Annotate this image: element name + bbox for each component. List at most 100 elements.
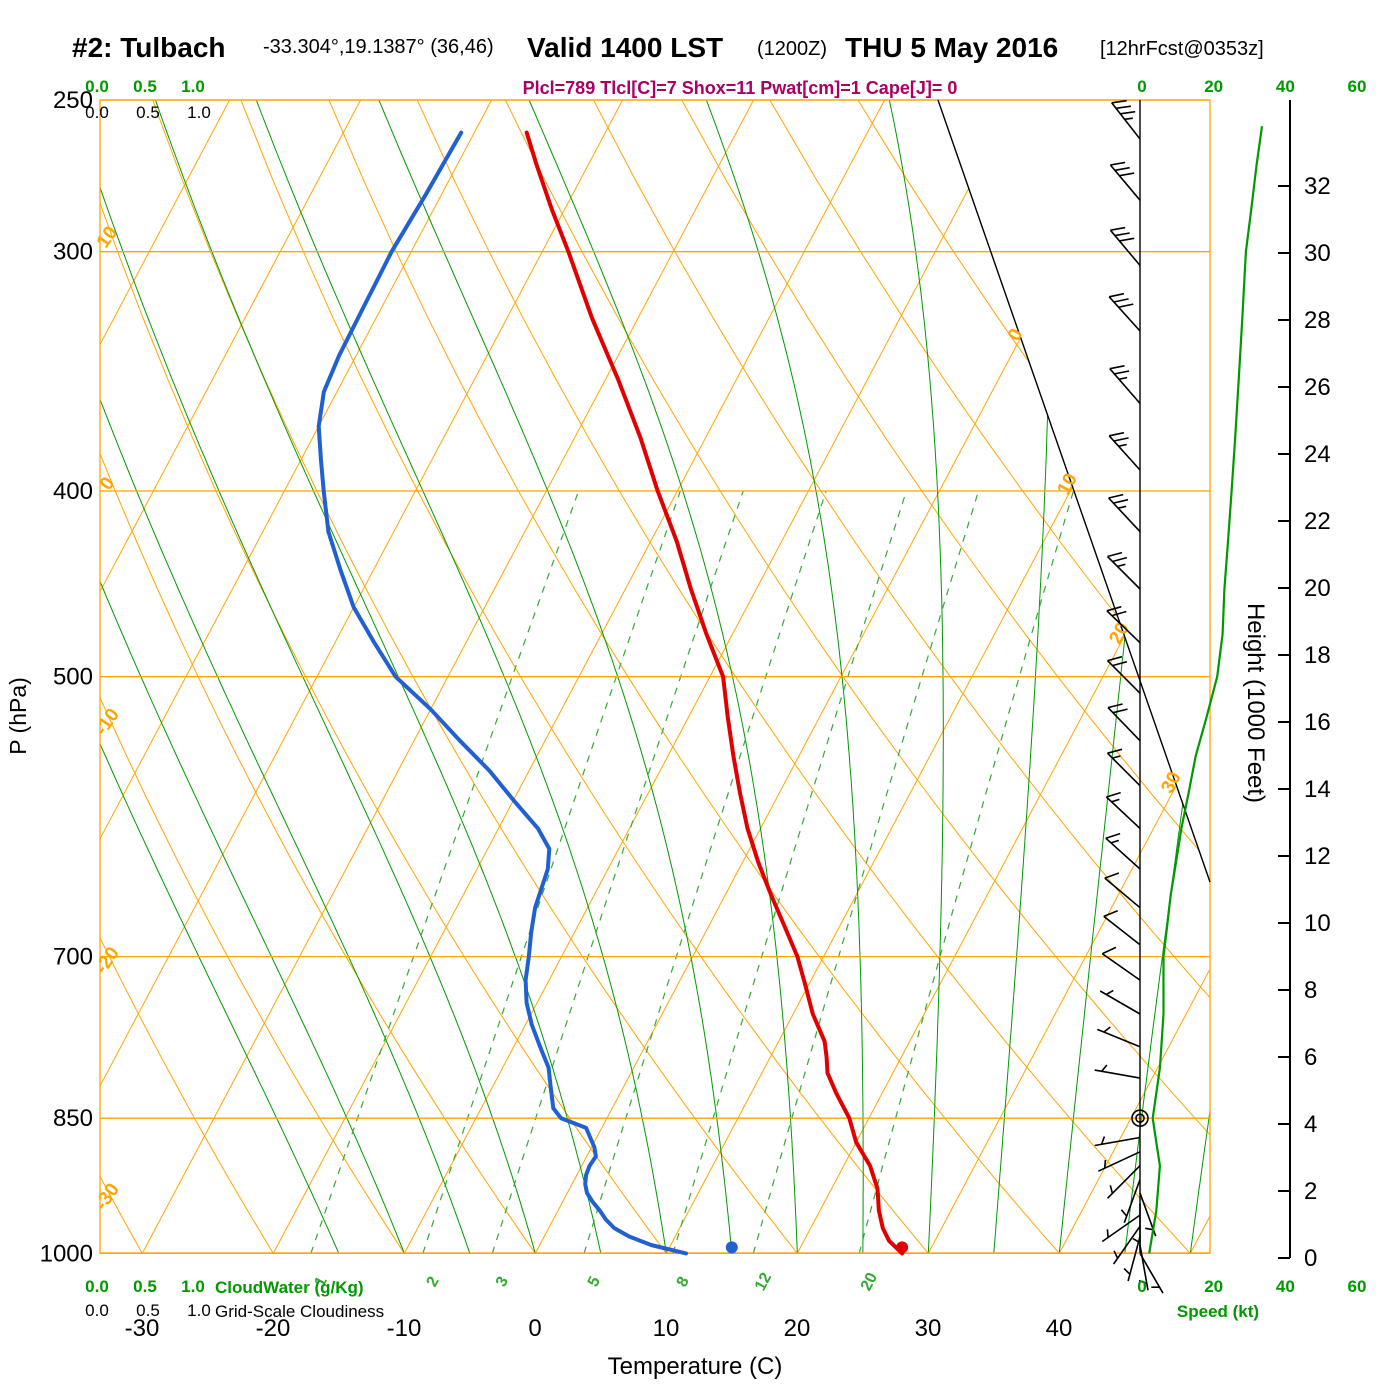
svg-text:400: 400 — [53, 478, 93, 505]
wind-barbs — [1094, 99, 1164, 1294]
station-coords: -33.304°,19.1387° (36,46) — [263, 36, 494, 58]
svg-text:20: 20 — [784, 1315, 811, 1342]
svg-text:60: 60 — [1348, 77, 1367, 96]
surface-temperature-dot — [896, 1241, 909, 1254]
isobars — [99, 99, 1211, 1255]
svg-text:60: 60 — [1348, 1277, 1367, 1296]
cloudiness-scale-top: 0.0 0.5 1.0 — [85, 103, 211, 122]
svg-text:40: 40 — [1276, 77, 1295, 96]
svg-text:0.5: 0.5 — [136, 103, 160, 122]
svg-text:0: 0 — [1137, 1277, 1146, 1296]
svg-text:16: 16 — [1304, 709, 1331, 736]
temperature-curve — [524, 130, 905, 1256]
forecast-tag: [12hrFcst@0353z] — [1100, 38, 1264, 60]
svg-text:300: 300 — [53, 239, 93, 266]
svg-text:20: 20 — [1304, 575, 1331, 602]
svg-text:-30: -30 — [91, 1180, 124, 1215]
svg-text:0.0: 0.0 — [85, 1301, 109, 1320]
svg-text:0: 0 — [528, 1315, 541, 1342]
cloudwater-legend: CloudWater (g/Kg) — [215, 1278, 364, 1297]
svg-text:500: 500 — [53, 664, 93, 691]
svg-text:0: 0 — [1304, 1245, 1317, 1272]
svg-text:-20: -20 — [91, 943, 124, 978]
svg-text:1.0: 1.0 — [187, 1301, 211, 1320]
mixing-ratio-lines — [310, 490, 1074, 1253]
svg-text:5: 5 — [585, 1274, 604, 1290]
svg-text:-10: -10 — [91, 705, 124, 740]
svg-text:10: 10 — [1054, 470, 1082, 499]
svg-text:20: 20 — [1204, 1277, 1223, 1296]
svg-text:1000: 1000 — [40, 1240, 93, 1267]
svg-text:0: 0 — [1137, 77, 1146, 96]
svg-text:0.0: 0.0 — [85, 1277, 109, 1296]
svg-text:0: 0 — [1004, 325, 1028, 344]
plot-boundary — [937, 99, 1211, 1253]
gridscale-legend: Grid-Scale Cloudiness — [215, 1302, 384, 1321]
svg-text:2: 2 — [424, 1274, 443, 1290]
svg-text:0.5: 0.5 — [133, 77, 157, 96]
svg-text:8: 8 — [674, 1274, 693, 1290]
svg-text:8: 8 — [1304, 977, 1317, 1004]
station-title: #2: Tulbach — [72, 32, 226, 63]
svg-text:0.0: 0.0 — [85, 77, 109, 96]
valid-zulu: (1200Z) — [757, 38, 827, 60]
svg-text:20: 20 — [1204, 77, 1223, 96]
svg-text:30: 30 — [915, 1315, 942, 1342]
svg-text:26: 26 — [1304, 374, 1331, 401]
svg-text:0.5: 0.5 — [136, 1301, 160, 1320]
wind-speed-curve — [1148, 126, 1264, 1254]
speed-scale-bottom: 0 20 40 60 — [1137, 1277, 1366, 1296]
cloudiness-scale-bottom: 0.0 0.5 1.0 — [85, 1301, 211, 1320]
chart-labels: #2: Tulbach -33.304°,19.1387° (36,46) Va… — [5, 32, 1269, 1380]
svg-text:32: 32 — [1304, 173, 1331, 200]
svg-text:30: 30 — [1157, 768, 1185, 797]
svg-text:22: 22 — [1304, 508, 1331, 535]
svg-text:3: 3 — [493, 1274, 512, 1290]
svg-text:700: 700 — [53, 944, 93, 971]
svg-text:24: 24 — [1304, 441, 1331, 468]
svg-text:2: 2 — [1304, 1178, 1317, 1205]
svg-text:-30: -30 — [125, 1315, 160, 1342]
svg-text:0.5: 0.5 — [133, 1277, 157, 1296]
svg-text:-10: -10 — [387, 1315, 422, 1342]
svg-text:1.0: 1.0 — [181, 1277, 205, 1296]
svg-text:28: 28 — [1304, 307, 1331, 334]
svg-text:10: 10 — [93, 223, 122, 252]
dry-adiabat-labels: 100-10-20-30 — [91, 223, 124, 1215]
dewpoint-curve — [316, 130, 688, 1256]
temperature-tick-labels: -30 -20 -10 0 10 20 30 40 — [125, 1315, 1073, 1342]
cloudwater-scale-bottom: 0.0 0.5 1.0 — [85, 1277, 205, 1296]
svg-text:20: 20 — [858, 1270, 881, 1294]
pressure-axis-title: P (hPa) — [5, 677, 31, 755]
svg-text:250: 250 — [53, 87, 93, 114]
svg-text:850: 850 — [53, 1105, 93, 1132]
skew-boundary-line — [937, 99, 1211, 883]
mixing-ratio-labels: 1 2 3 5 8 12 20 — [312, 1270, 882, 1294]
svg-text:30: 30 — [1304, 240, 1331, 267]
speed-legend: Speed (kt) — [1177, 1302, 1259, 1321]
cloudwater-scale-top: 0.0 0.5 1.0 — [85, 77, 205, 96]
sounding-params: Plcl=789 Tlcl[C]=7 Shox=11 Pwat[cm]=1 Ca… — [523, 78, 958, 98]
svg-text:0.0: 0.0 — [85, 103, 109, 122]
svg-text:12: 12 — [752, 1270, 775, 1294]
surface-dewpoint-dot — [725, 1241, 738, 1254]
svg-text:6: 6 — [1304, 1044, 1317, 1071]
valid-date: THU 5 May 2016 — [845, 32, 1058, 63]
pressure-tick-labels: 250 300 400 500 700 850 1000 — [40, 87, 93, 1267]
speed-scale-top: 0 20 40 60 — [1137, 77, 1366, 96]
svg-text:1.0: 1.0 — [187, 103, 211, 122]
svg-text:40: 40 — [1046, 1315, 1073, 1342]
svg-text:1.0: 1.0 — [181, 77, 205, 96]
height-axis-title: Height (1000 Feet) — [1242, 603, 1269, 803]
valid-time: Valid 1400 LST — [527, 32, 723, 63]
temperature-axis-title: Temperature (C) — [608, 1353, 783, 1380]
svg-text:14: 14 — [1304, 776, 1331, 803]
svg-text:10: 10 — [1304, 910, 1331, 937]
svg-text:40: 40 — [1276, 1277, 1295, 1296]
svg-text:10: 10 — [653, 1315, 680, 1342]
